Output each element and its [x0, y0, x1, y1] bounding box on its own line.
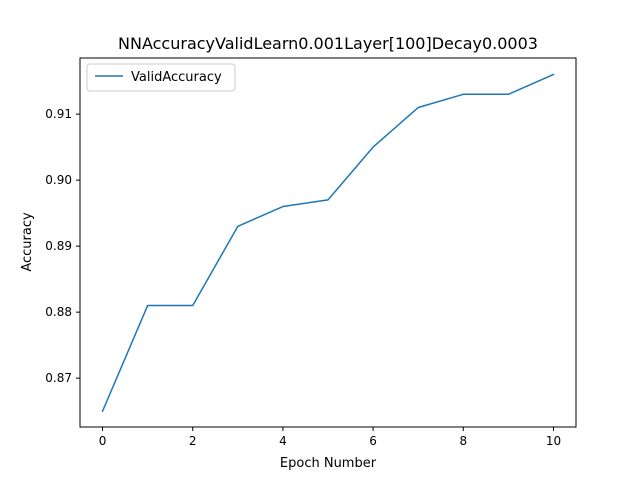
plot-area: [80, 58, 576, 427]
y-tick-label: 0.90: [45, 173, 72, 187]
y-tick-label: 0.89: [45, 239, 72, 253]
plot-frame: [79, 57, 577, 428]
x-tick-label: 10: [546, 434, 561, 448]
y-tick-label: 0.87: [45, 371, 72, 385]
y-tick-label: 0.91: [45, 107, 72, 121]
x-tick-label: 8: [459, 434, 467, 448]
legend-box: [86, 63, 236, 92]
series-layer: [101, 73, 555, 413]
x-tick-label: 6: [369, 434, 377, 448]
x-tick-label: 2: [189, 434, 197, 448]
chart-title: NNAccuracyValidLearn0.001Layer[100]Decay…: [118, 34, 538, 53]
x-tick-label: 4: [279, 434, 287, 448]
series-line-valid-accuracy: [101, 73, 555, 413]
x-axis-ticks: 0 2 4 6 8 10: [99, 427, 561, 448]
x-axis-label: Epoch Number: [280, 456, 377, 471]
y-axis-ticks: 0.87 0.88 0.89 0.90 0.91: [45, 107, 80, 385]
y-axis-label: Accuracy: [20, 212, 35, 272]
legend-label: ValidAccuracy: [131, 70, 222, 85]
y-tick-label: 0.88: [45, 305, 72, 319]
x-tick-label: 0: [99, 434, 107, 448]
legend: ValidAccuracy: [86, 63, 236, 92]
